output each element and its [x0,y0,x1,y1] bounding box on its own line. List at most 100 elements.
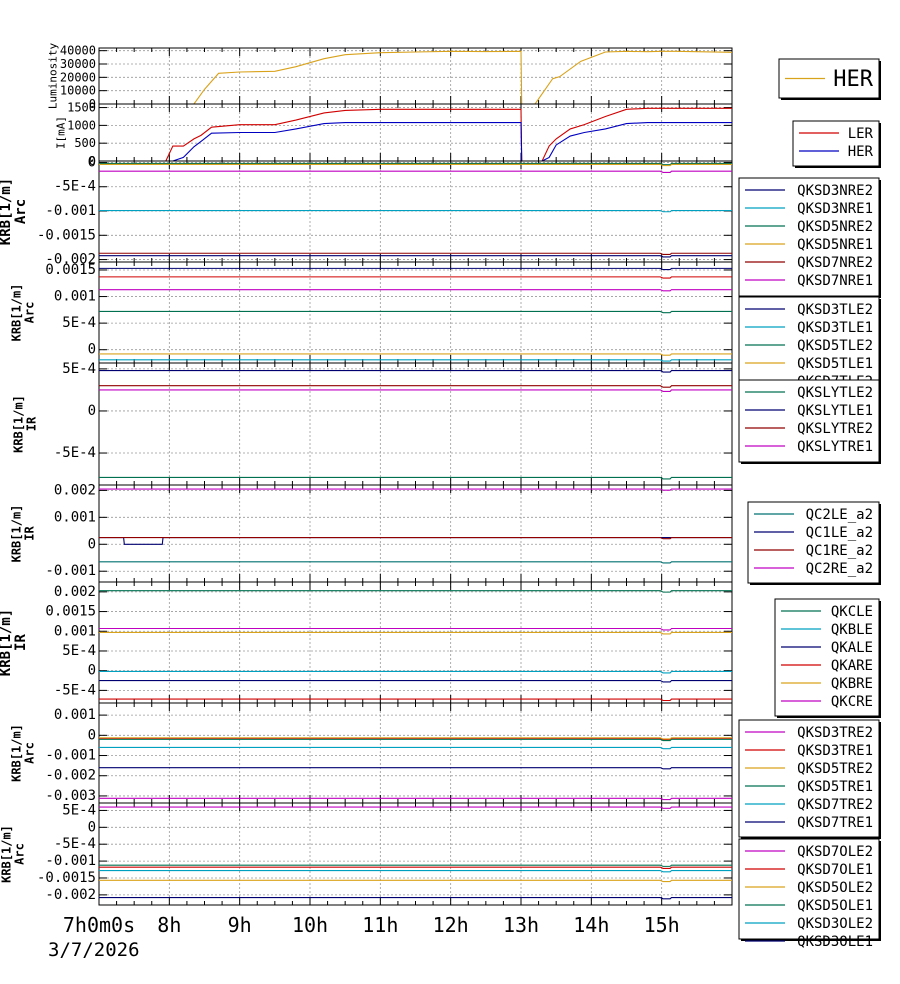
series-line-HER [99,50,732,104]
series-line-QKSD5TLE1 [99,353,732,356]
legend-label: QKSD7TRE1 [797,815,873,831]
legend-label: QKSLYTLE1 [797,403,873,419]
series-line-QKSLYTRE1 [99,389,732,392]
legend-label: QKCRE [831,694,873,710]
series-line-QKSLYTLE2 [99,476,732,480]
y-tick-label: 5E-4 [62,361,96,377]
plot-frame [98,103,733,162]
y-axis-label: KRB[1/m] [9,724,23,782]
series-line-QC1LE_a2 [99,536,732,545]
series-line-QKSD7OLE1 [99,866,732,869]
y-tick-label: 0.001 [54,707,96,723]
chart-panel-6: -0.001 0 0.001 0.002 KRB[1/m] IR [9,482,733,583]
legend-label: QKSLYTRE1 [797,439,873,455]
legend-label: QC1LE_a2 [806,525,873,541]
legend-label: QKSD3OLE1 [797,934,873,950]
legend-label: QKSD3OLE2 [797,916,873,932]
x-tick-label: 15h [644,913,680,937]
legend-box [792,120,880,167]
series-line-LER [99,107,732,161]
y-tick-label: 0.002 [54,482,96,498]
y-tick-label: -0.002 [45,887,96,903]
y-tick-label: 1000 [67,118,96,132]
series-line-QKSD3TLE2 [99,267,732,271]
y-tick-label: 5E-4 [62,643,96,659]
plot-frame [98,484,733,583]
series-line-QKSD7TLE1 [99,289,732,292]
x-tick-label: 14h [573,913,609,937]
y-tick-label: 0 [88,154,96,170]
legend-label: QKSD5TLE1 [797,356,873,372]
y-tick-label: -0.001 [45,748,96,764]
y-tick-label: 0.001 [54,623,96,639]
chart-panel-8: -0.003 -0.002 -0.001 0 0.001 KRB[1/m] Arc [9,702,733,804]
legend-label: QKBRE [831,676,873,692]
series-line-QKSD7NRE1 [99,170,732,173]
legend-label: QKSD3NRE2 [797,183,873,199]
legend-label: QKSD7OLE1 [797,862,873,878]
legend-1: HER [778,58,881,100]
legend-box [738,177,880,297]
y-tick-label: 0 [89,154,96,168]
y-axis-label: Arc [13,199,29,224]
y-axis-label: KRB[1/m] [9,284,23,342]
y-axis-label: KRB[1/m] [9,505,23,563]
y-tick-label: 0.001 [54,509,96,525]
x-tick-label: 12h [433,913,469,937]
series-line-QKSD3TRE2 [99,797,732,801]
legend-6: QC2LE_a2 QC1LE_a2 QC1RE_a2 QC2RE_a2 [747,501,881,585]
series-line-QKSD7NRE2 [99,252,732,256]
legend-label: QKSLYTLE2 [797,385,873,401]
legend-label: QKSD3TRE2 [797,725,873,741]
y-axis-label: IR [13,634,29,651]
series-line-QKSD5OLE1 [99,864,732,867]
legend-label: QKALE [831,640,873,656]
series-line-QKSD5TLE2 [99,310,732,314]
series-line-QKSD7OLE2 [99,806,732,809]
legend-label: QKSD5OLE2 [797,880,873,896]
x-tick-label: 13h [503,913,539,937]
y-tick-label: -5E-4 [54,179,96,195]
y-tick-label: 5E-4 [62,802,96,818]
y-axis-label: Luminosity [46,43,59,110]
y-tick-label: -0.001 [45,853,96,869]
y-tick-label: 0 [88,727,96,743]
series-line-QKBRE [99,631,732,635]
series-line-QKSD7TRE1 [99,767,732,770]
y-axis-label: IR [22,526,36,541]
legend-box [774,598,880,717]
legend-label: QKCLE [831,604,873,620]
legend-label: QKSD5NRE2 [797,219,873,235]
legend-label: QKSD7NRE2 [797,255,873,271]
legend-box [738,379,880,463]
series-line-QKARE [99,698,732,702]
legend-label: QKSD5TRE2 [797,761,873,777]
plot-frame [98,47,733,105]
series-line-QKSD3TRE1 [99,737,732,741]
chart-panel-7: -5E-4 0 5E-4 0.001 0.0015 0.002 KRB[1/m] IR [0,581,733,704]
y-axis-label: KRB[1/m] [0,825,13,883]
date-label: 3/7/2026 [48,939,140,961]
series-line-QKSLYTLE1 [99,370,732,373]
y-tick-label: -0.002 [45,768,96,784]
legend-3: QKSD3NRE2 QKSD3NRE1 QKSD5NRE2 QKSD5NRE1 QKSD… [738,177,881,298]
legend-label: QKSD3TRE1 [797,743,873,759]
legend-label: QKSD3TLE2 [797,302,873,318]
series-line-QC2LE_a2 [99,561,732,564]
legend-label: QC2RE_a2 [806,561,873,577]
legend-label: QKSD3TLE1 [797,320,873,336]
y-tick-label: 10000 [60,84,96,98]
y-tick-label: -0.001 [45,203,96,219]
y-tick-label: -5E-4 [54,682,96,698]
y-tick-label: 30000 [60,57,96,71]
y-tick-label: 0.002 [54,584,96,600]
y-axis-label: KRB[1/m] [11,395,25,453]
y-tick-label: 5E-4 [62,315,96,331]
series-line-QKSD3OLE2 [99,869,732,873]
legend-label: QKSLYTRE2 [797,421,873,437]
legend-label: QKSD5TLE2 [797,338,873,354]
y-tick-label: 0 [88,536,96,552]
y-axis-label: KRB[1/m] [0,178,14,245]
plot-frame [98,362,733,486]
legend-label: QKSD7OLE2 [797,844,873,860]
